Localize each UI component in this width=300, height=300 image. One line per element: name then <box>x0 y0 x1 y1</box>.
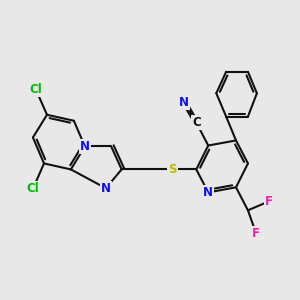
Text: F: F <box>265 195 273 208</box>
Text: N: N <box>179 96 189 109</box>
Text: N: N <box>101 182 111 195</box>
Text: F: F <box>252 226 260 239</box>
Text: N: N <box>80 140 90 153</box>
Text: C: C <box>192 116 201 129</box>
Text: N: N <box>203 186 213 199</box>
Text: Cl: Cl <box>30 83 42 96</box>
Text: Cl: Cl <box>27 182 39 195</box>
Text: S: S <box>168 163 177 176</box>
